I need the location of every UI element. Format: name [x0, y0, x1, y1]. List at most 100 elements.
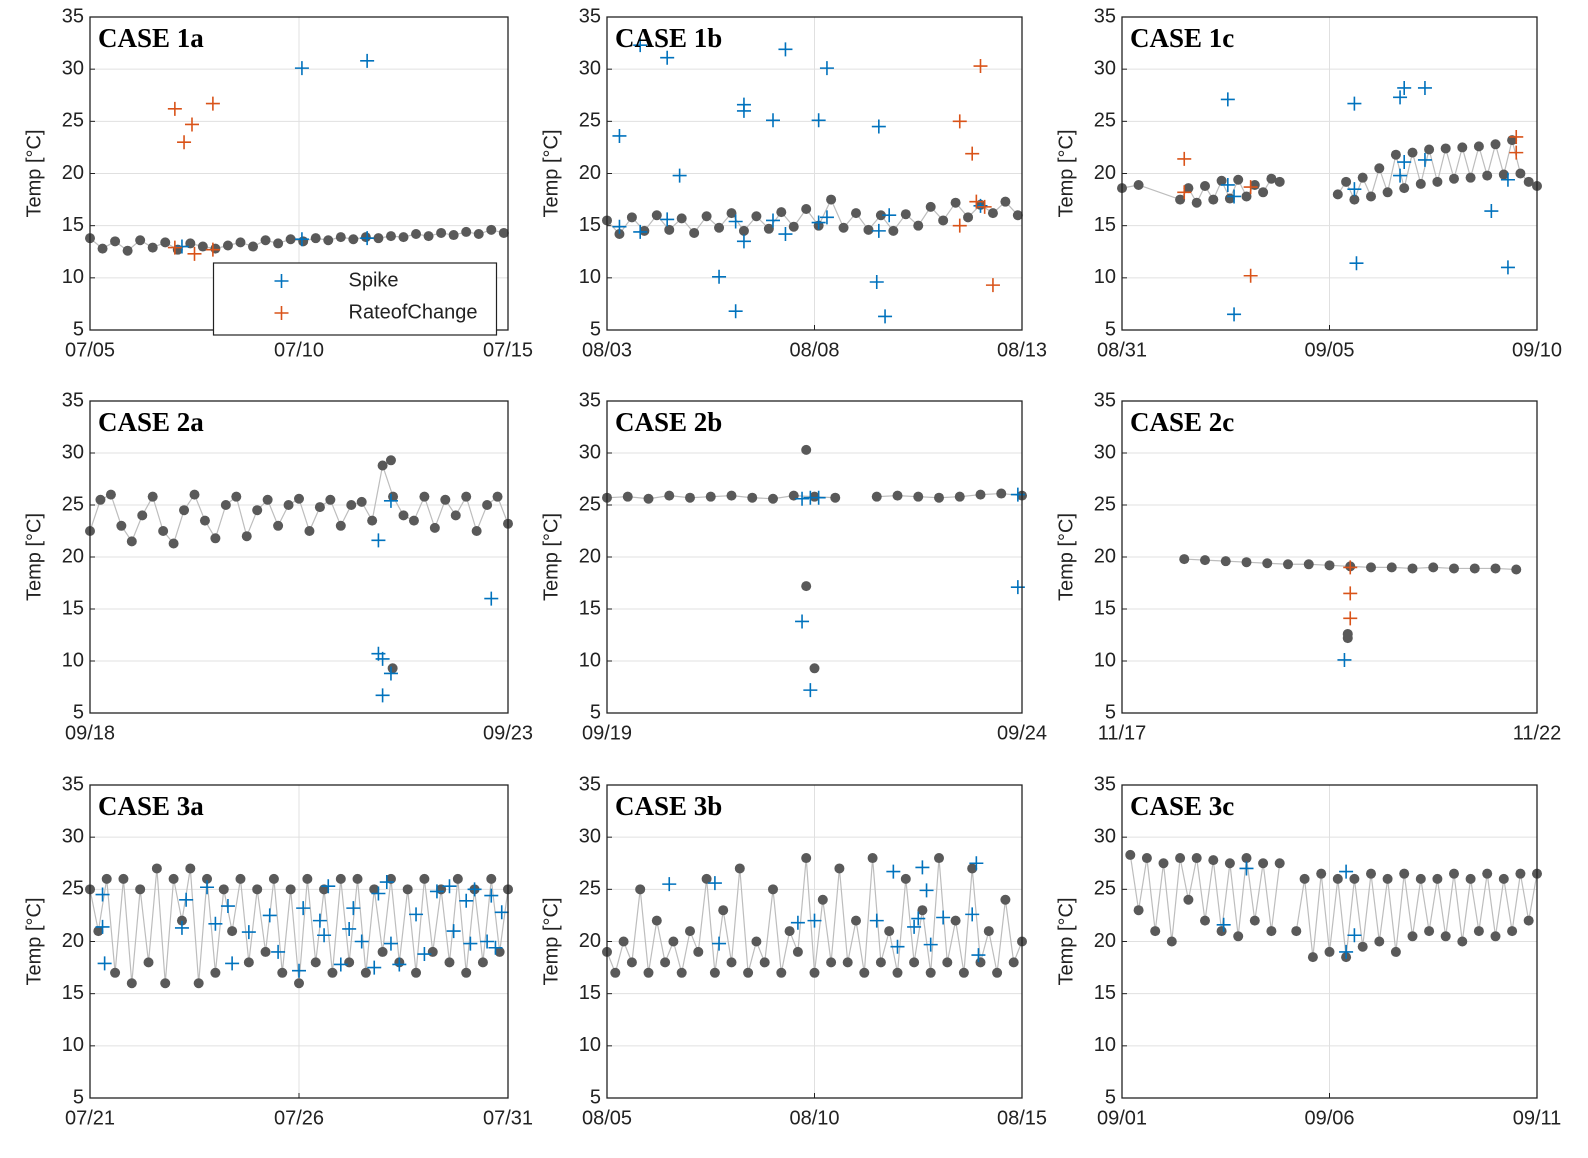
data-point: [419, 873, 430, 884]
data-point: [327, 967, 338, 978]
flag-marker: [795, 614, 810, 629]
flag-marker: [409, 907, 424, 922]
flag-marker: [1220, 177, 1235, 192]
data-point: [373, 233, 384, 244]
flag-marker: [312, 913, 327, 928]
flag-marker: [177, 135, 192, 150]
flag-marker: [371, 533, 386, 548]
data-point: [954, 491, 965, 502]
y-tick-label: 25: [1094, 493, 1116, 515]
data-point: [210, 967, 221, 978]
flag-marker: [923, 937, 938, 952]
data-point: [1515, 168, 1526, 179]
data-point: [218, 884, 229, 895]
data-point: [801, 444, 812, 455]
x-tick-label: 09/05: [1304, 339, 1354, 361]
data-point: [252, 884, 263, 895]
data-point: [147, 491, 158, 502]
flag-marker: [494, 905, 509, 920]
data-point: [367, 515, 378, 526]
flag-marker: [811, 490, 826, 505]
data-point: [726, 957, 737, 968]
data-point: [747, 492, 758, 503]
flag-marker: [392, 957, 407, 972]
y-axis-label: Temp [°C]: [23, 897, 45, 985]
data-point: [310, 233, 321, 244]
data-point: [639, 225, 650, 236]
series-line: [606, 198, 1019, 235]
flag-marker: [1339, 864, 1354, 879]
data-point: [1241, 191, 1252, 202]
data-point: [1511, 564, 1522, 575]
data-point: [243, 957, 254, 968]
y-tick-label: 10: [62, 649, 84, 671]
flag-marker: [1397, 80, 1412, 95]
data-point: [1515, 868, 1526, 879]
data-point: [160, 978, 171, 989]
data-point: [1382, 187, 1393, 198]
data-point: [734, 863, 745, 874]
data-point: [220, 500, 231, 510]
data-point: [1299, 873, 1310, 884]
data-point: [1307, 952, 1318, 963]
panel-title: CASE 3c: [1130, 791, 1234, 821]
panel-title: CASE 1a: [98, 23, 204, 53]
flag-marker: [271, 944, 286, 959]
y-axis-label: Temp [°C]: [540, 129, 562, 217]
legend-marker: [274, 274, 289, 288]
flag-marker: [342, 921, 357, 936]
data-point: [227, 926, 238, 937]
data-point: [842, 957, 853, 968]
y-tick-label: 30: [579, 441, 601, 463]
data-point: [294, 978, 304, 989]
data-point: [909, 957, 920, 968]
flag-marker: [179, 892, 194, 907]
data-point: [95, 494, 106, 505]
data-point: [1241, 853, 1252, 864]
data-point: [210, 533, 221, 544]
flag-marker: [463, 936, 478, 951]
flag-marker: [919, 883, 934, 898]
flag-marker: [1500, 260, 1515, 275]
data-point: [1366, 191, 1376, 202]
data-point: [1266, 173, 1277, 184]
data-point: [1399, 183, 1410, 194]
flag-marker: [484, 888, 499, 903]
data-point: [701, 873, 712, 884]
data-point: [1382, 873, 1393, 884]
data-point: [809, 491, 820, 502]
flag-marker: [886, 864, 901, 879]
flag-marker: [811, 215, 826, 230]
y-tick-label: 30: [579, 57, 601, 79]
data-point: [176, 915, 187, 926]
data-point: [643, 967, 654, 978]
flag-marker: [333, 957, 348, 972]
flag-marker: [200, 880, 215, 895]
data-point: [1125, 849, 1136, 860]
data-point: [1208, 855, 1219, 866]
y-tick-label: 10: [1094, 1034, 1116, 1056]
data-point: [801, 581, 812, 592]
y-tick-label: 10: [62, 1034, 84, 1056]
data-point: [369, 884, 380, 895]
data-point: [486, 873, 497, 884]
flag-marker: [736, 234, 751, 249]
data-point: [448, 230, 459, 241]
y-tick-label: 20: [579, 162, 601, 184]
data-point: [867, 853, 878, 864]
data-point: [335, 520, 346, 531]
flag-marker: [484, 591, 499, 606]
panel-title: CASE 2a: [98, 407, 204, 437]
y-axis-label: Temp [°C]: [1055, 897, 1077, 985]
flag-marker: [95, 919, 110, 934]
flag-marker: [728, 304, 743, 319]
data-point: [1357, 941, 1368, 952]
y-tick-label: 30: [62, 825, 84, 847]
legend-label: RateofChange: [349, 301, 478, 323]
data-point: [1407, 931, 1418, 942]
y-tick-label: 15: [1094, 214, 1116, 236]
data-point: [122, 245, 133, 256]
data-point: [726, 208, 737, 219]
y-tick-label: 10: [1094, 266, 1116, 288]
data-point: [360, 232, 371, 243]
